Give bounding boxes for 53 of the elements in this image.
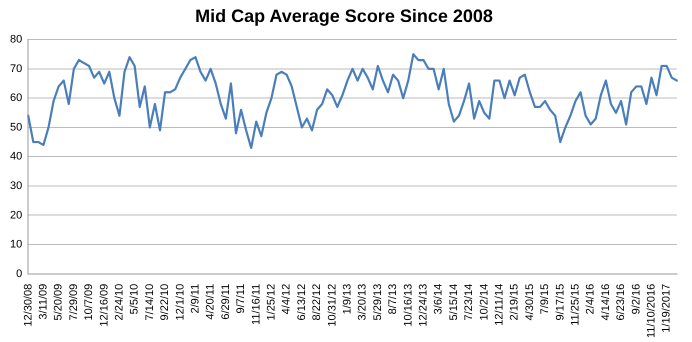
x-tick-label: 1/19/2017: [660, 284, 673, 333]
x-tick-label: 2/9/11: [189, 284, 202, 314]
x-tick-label: 2/4/16: [584, 284, 597, 314]
chart-title: Mid Cap Average Score Since 2008: [195, 6, 493, 26]
x-tick-label: 3/20/13: [356, 284, 369, 320]
x-tick-label: 7/23/14: [463, 284, 476, 320]
y-tick-label: 30: [10, 180, 22, 192]
x-tick-label: 9/22/10: [159, 284, 172, 320]
x-tick-label: 6/13/12: [296, 284, 308, 320]
x-tick-label: 1/25/12: [265, 284, 278, 320]
y-tick-label: 70: [10, 62, 22, 75]
y-tick-label: 80: [10, 34, 22, 46]
x-tick-label: 12/1/10: [174, 284, 186, 320]
x-tick-label: 9/2/16: [630, 284, 642, 314]
x-tick-label: 8/22/12: [311, 284, 324, 320]
y-tick-label: 60: [10, 92, 22, 104]
x-tick-label: 8/7/13: [387, 284, 400, 314]
x-tick-label: 9/7/11: [235, 284, 248, 314]
x-tick-label: 3/6/14: [432, 284, 445, 314]
x-tick-label: 10/16/13: [402, 284, 414, 327]
x-tick-label: 12/16/09: [98, 284, 110, 327]
x-tick-label: 12/11/14: [493, 284, 506, 326]
x-tick-label: 6/23/16: [615, 284, 628, 320]
x-tick-label: 4/14/16: [600, 284, 612, 320]
x-tick-label: 12/24/13: [417, 284, 430, 327]
x-tick-label: 11/25/15: [569, 284, 582, 326]
x-tick-label: 5/20/09: [52, 284, 65, 320]
y-tick-label: 10: [10, 238, 22, 251]
x-tick-label: 2/19/15: [508, 284, 521, 320]
x-tick-label: 11/16/11: [250, 284, 262, 325]
y-tick-label: 20: [10, 209, 22, 222]
x-tick-label: 7/29/09: [68, 284, 80, 320]
x-tick-label: 7/14/10: [144, 284, 156, 320]
x-tick-label: 4/4/12: [280, 284, 293, 314]
x-tick-label: 10/31/12: [326, 284, 338, 327]
x-tick-label: 7/9/15: [539, 284, 552, 314]
y-tick-label: 0: [16, 268, 22, 280]
x-tick-label: 4/20/11: [204, 284, 217, 320]
x-tick-label: 5/29/13: [372, 284, 384, 320]
x-tick-label: 2/24/10: [113, 284, 126, 320]
x-tick-label: 5/5/10: [128, 284, 141, 314]
x-tick-label: 6/29/11: [220, 284, 232, 320]
x-tick-label: 4/30/15: [524, 284, 536, 320]
y-tick-label: 40: [10, 150, 22, 163]
x-tick-label: 10/2/14: [478, 284, 490, 320]
x-tick-label: 1/9/13: [341, 284, 354, 314]
y-tick-label: 50: [10, 121, 22, 134]
x-tick-label: 3/11/09: [37, 284, 50, 320]
x-tick-label: 11/10/2016: [645, 284, 658, 338]
x-tick-label: 9/17/15: [554, 284, 566, 320]
x-tick-label: 5/15/14: [448, 284, 460, 320]
x-tick-label: 10/7/09: [83, 284, 96, 320]
x-tick-label: 12/30/08: [22, 284, 34, 327]
